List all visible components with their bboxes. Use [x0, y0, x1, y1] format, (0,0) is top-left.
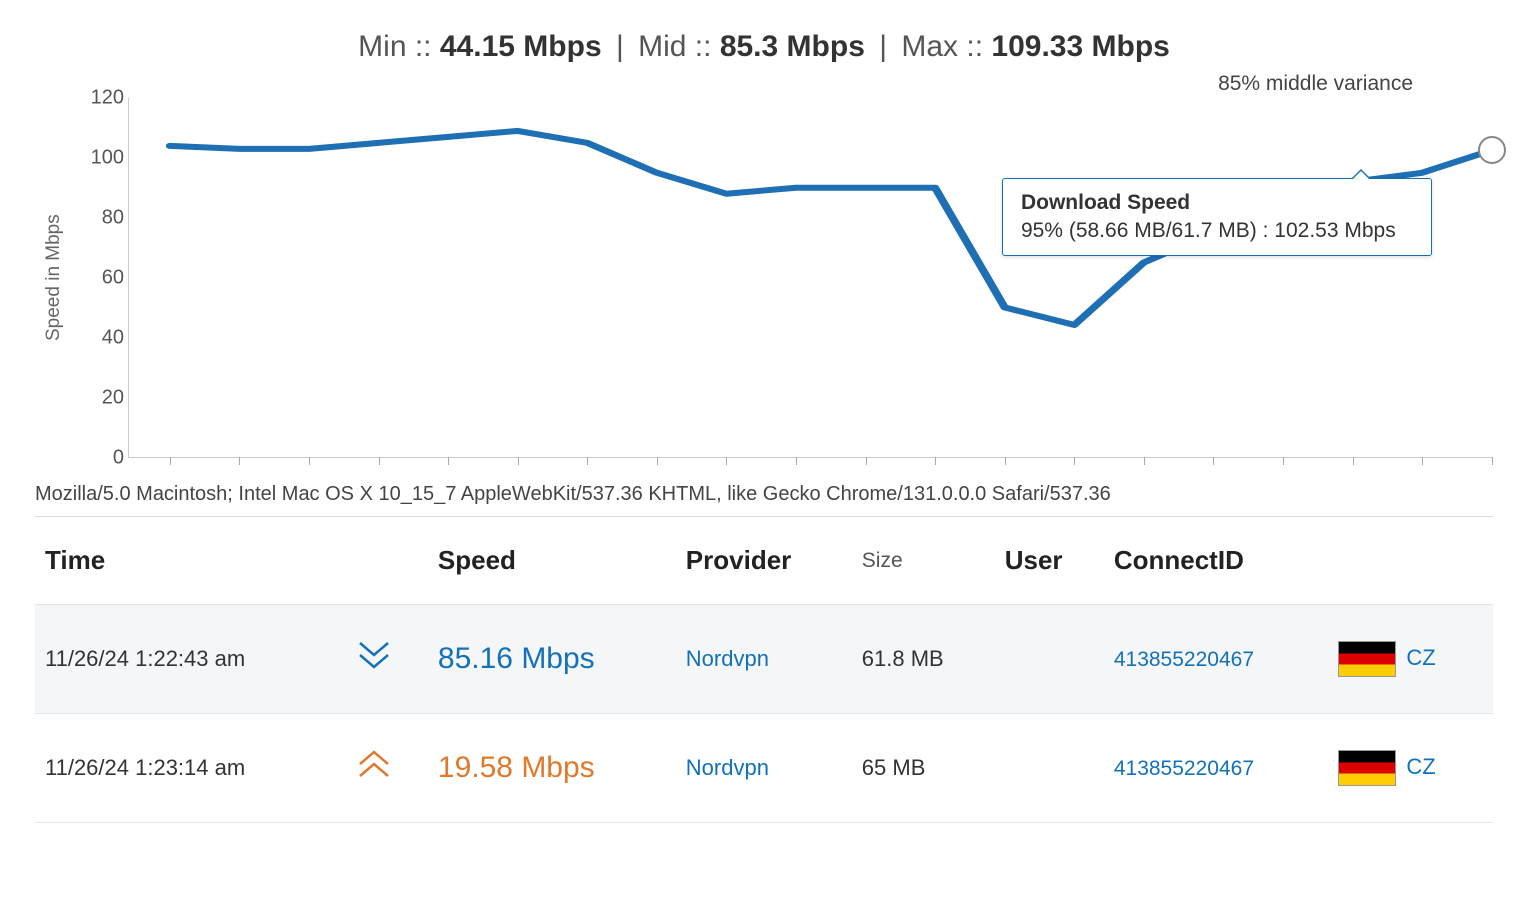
- col-speed: Speed: [428, 517, 676, 605]
- flag-icon: [1338, 641, 1396, 677]
- cell-time: 11/26/24 1:22:43 am: [35, 605, 344, 714]
- cell-connectid[interactable]: 413855220467: [1104, 605, 1329, 714]
- min-unit: Mbps: [523, 30, 601, 63]
- connectid-link: 413855220467: [1114, 648, 1254, 671]
- mid-value: 85.3: [720, 30, 778, 63]
- y-tick: 0: [113, 447, 124, 470]
- cell-direction-icon: [344, 605, 428, 714]
- user-agent-string: Mozilla/5.0 Macintosh; Intel Mac OS X 10…: [35, 483, 1493, 506]
- chart-hover-marker[interactable]: [1478, 136, 1506, 164]
- min-value: 44.15: [440, 30, 515, 63]
- max-value: 109.33: [991, 30, 1083, 63]
- separator: |: [873, 30, 893, 63]
- chart-tooltip: Download Speed 95% (58.66 MB/61.7 MB) : …: [1002, 178, 1432, 256]
- upload-icon: [354, 762, 394, 787]
- cell-provider[interactable]: Nordvpn: [676, 605, 852, 714]
- separator: |: [610, 30, 630, 63]
- col-direction: [344, 517, 428, 605]
- speed-stats-header: Min :: 44.15 Mbps | Mid :: 85.3 Mbps | M…: [35, 30, 1493, 64]
- table-header-row: Time Speed Provider Size User ConnectID: [35, 517, 1493, 605]
- y-axis: 020406080100120: [73, 98, 128, 458]
- cell-speed: 19.58 Mbps: [428, 714, 676, 823]
- col-connectid: ConnectID: [1104, 517, 1329, 605]
- table-row[interactable]: 11/26/24 1:22:43 am 85.16 Mbps Nordvpn 61.8…: [35, 605, 1493, 714]
- cell-size: 61.8 MB: [852, 605, 995, 714]
- y-tick: 120: [91, 87, 124, 110]
- cell-direction-icon: [344, 714, 428, 823]
- y-tick: 100: [91, 147, 124, 170]
- cell-country[interactable]: CZ: [1328, 605, 1493, 714]
- mid-unit: Mbps: [787, 30, 865, 63]
- max-unit: Mbps: [1092, 30, 1170, 63]
- y-tick: 20: [102, 387, 124, 410]
- col-time: Time: [35, 517, 344, 605]
- col-size: Size: [852, 517, 995, 605]
- y-axis-label: Speed in Mbps: [35, 98, 73, 458]
- table-row[interactable]: 11/26/24 1:23:14 am 19.58 Mbps Nordvpn 65 M…: [35, 714, 1493, 823]
- cell-country[interactable]: CZ: [1328, 714, 1493, 823]
- y-tick: 80: [102, 207, 124, 230]
- cell-connectid[interactable]: 413855220467: [1104, 714, 1329, 823]
- cell-user: [995, 714, 1104, 823]
- cell-time: 11/26/24 1:23:14 am: [35, 714, 344, 823]
- cell-size: 65 MB: [852, 714, 995, 823]
- provider-link: Nordvpn: [686, 646, 769, 671]
- tooltip-title: Download Speed: [1021, 191, 1413, 215]
- results-table: Time Speed Provider Size User ConnectID …: [35, 517, 1493, 823]
- mid-label: Mid ::: [638, 30, 711, 63]
- y-tick: 60: [102, 267, 124, 290]
- min-label: Min ::: [358, 30, 431, 63]
- y-tick: 40: [102, 327, 124, 350]
- country-link: CZ: [1406, 754, 1435, 779]
- country-link: CZ: [1406, 645, 1435, 670]
- connectid-link: 413855220467: [1114, 757, 1254, 780]
- col-provider: Provider: [676, 517, 852, 605]
- cell-speed: 85.16 Mbps: [428, 605, 676, 714]
- provider-link: Nordvpn: [686, 755, 769, 780]
- variance-note: 85% middle variance: [35, 72, 1493, 96]
- col-country: [1328, 517, 1493, 605]
- chart-plot-area[interactable]: Download Speed 95% (58.66 MB/61.7 MB) : …: [128, 98, 1493, 458]
- flag-icon: [1338, 750, 1396, 786]
- tooltip-detail: 95% (58.66 MB/61.7 MB) : 102.53 Mbps: [1021, 219, 1413, 243]
- max-label: Max ::: [901, 30, 983, 63]
- speed-chart[interactable]: Speed in Mbps 020406080100120 Download S…: [35, 98, 1493, 458]
- cell-provider[interactable]: Nordvpn: [676, 714, 852, 823]
- col-user: User: [995, 517, 1104, 605]
- cell-user: [995, 605, 1104, 714]
- x-axis-ticks: [129, 457, 1493, 465]
- download-icon: [354, 653, 394, 678]
